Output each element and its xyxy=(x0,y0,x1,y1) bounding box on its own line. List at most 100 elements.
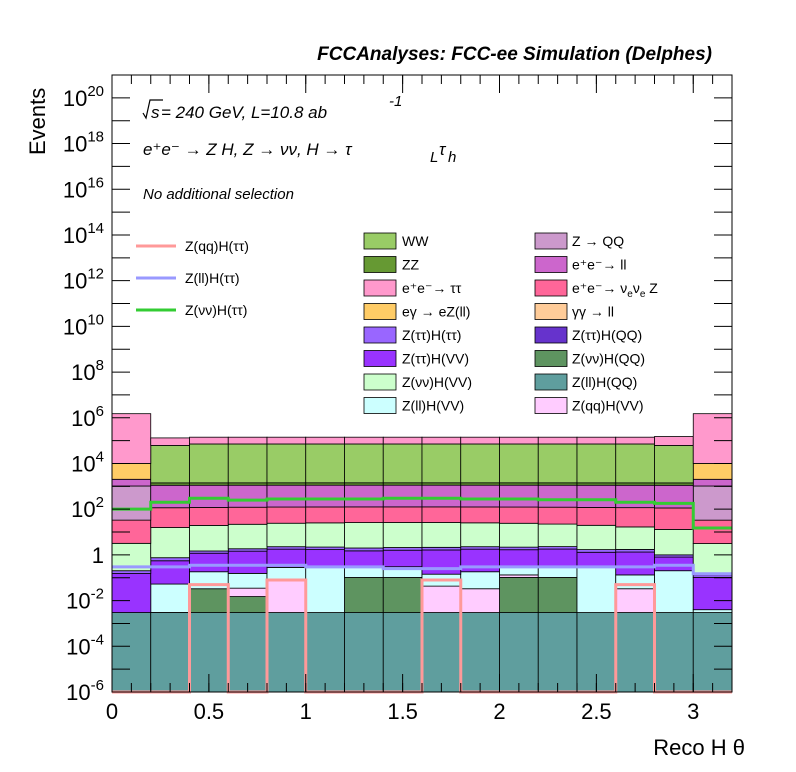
bar-z-h-bin-0 xyxy=(111,570,152,574)
legend-label-ll: γγ → ll xyxy=(572,304,614,320)
bar-ww-bin-1 xyxy=(150,445,190,484)
bar-e-e-ll-bin-6 xyxy=(344,484,384,508)
bar-z-ll-h-vv-bin-15 xyxy=(692,609,733,613)
bar-z-h-qq-bin-6 xyxy=(344,577,384,613)
y-tick-label: 1016 xyxy=(63,174,104,202)
y-tick-label: 106 xyxy=(71,403,104,431)
y-tick-label: 1020 xyxy=(63,83,104,111)
sqrt-s-label: s xyxy=(151,103,160,122)
tau-l-subscript: L xyxy=(430,149,438,166)
bar-e-e-sub-e-sub-sub-e-sub-z-bin-11 xyxy=(537,506,578,525)
bar-e-ez-ll-bin-0 xyxy=(111,463,152,480)
legend-label-z-h-vv: Z(ττ)H(VV) xyxy=(402,351,469,367)
bar-e-e-sub-e-sub-sub-e-sub-z-bin-14 xyxy=(654,507,694,530)
legend-swatch-z-ll-h-vv xyxy=(363,397,397,414)
bar-z-h-vv-bin-5 xyxy=(305,522,345,548)
bar-z-h-qq-bin-10 xyxy=(499,577,539,613)
bar-z-ll-h-qq-bin-1 xyxy=(150,612,190,693)
legend-swatch-z-h-vv xyxy=(363,350,397,367)
bar-z-h-vv-bin-3 xyxy=(227,523,268,550)
bar-z-h-bin-1 xyxy=(150,557,190,562)
y-tick-label: 10-4 xyxy=(66,631,104,659)
legend-swatch-e-e xyxy=(363,279,397,297)
bar-e-e-bin-3 xyxy=(227,436,268,445)
legend-swatch-e-ez-ll xyxy=(363,303,397,320)
bar-z-h-vv-bin-6 xyxy=(344,522,384,549)
legend-swatch-z-h-qq xyxy=(534,326,568,344)
bar-z-ll-h-vv-bin-13 xyxy=(615,574,655,590)
bar-z-ll-h-qq-bin-8 xyxy=(421,612,462,693)
bar-e-ez-ll-bin-15 xyxy=(692,463,733,480)
legend-label-e-e: e⁺e⁻→ ττ xyxy=(402,280,462,296)
bar-z-qq-h-vv-bin-8 xyxy=(421,585,462,613)
legend-swatch-ww xyxy=(363,232,397,250)
legend-swatch-z-h xyxy=(363,326,397,344)
y-tick-label: 102 xyxy=(71,494,104,522)
legend-label-z-ll-h-vv: Z(ll)H(VV) xyxy=(402,398,464,414)
bar-ww-bin-8 xyxy=(421,443,462,484)
bar-z-h-vv-bin-7 xyxy=(382,522,423,548)
bar-z-h-vv-bin-13 xyxy=(615,551,655,576)
bar-z-ll-h-qq-bin-13 xyxy=(615,612,655,693)
bar-e-e-ll-bin-12 xyxy=(576,484,617,508)
bar-z-h-vv-bin-2 xyxy=(189,552,229,573)
bar-z-h-bin-7 xyxy=(382,547,423,551)
bar-e-e-sub-e-sub-sub-e-sub-z-bin-6 xyxy=(344,506,384,523)
legend-swatch-e-e-ll xyxy=(534,256,568,273)
y-tick-label: 1014 xyxy=(63,220,104,248)
bar-e-e-ll-bin-9 xyxy=(460,484,500,508)
bar-z-qq-h-vv-bin-9 xyxy=(460,588,500,613)
legend-label-z-ll-h-qq: Z(ll)H(QQ) xyxy=(572,374,637,390)
bar-z-h-bin-6 xyxy=(344,547,384,552)
bar-e-e-bin-5 xyxy=(305,436,345,445)
bar-e-e-bin-11 xyxy=(537,436,578,445)
bar-z-h-vv-bin-11 xyxy=(537,548,578,568)
bar-z-h-vv-bin-1 xyxy=(150,560,190,585)
bar-z-h-vv-bin-3 xyxy=(227,550,268,574)
bar-z-ll-h-vv-bin-4 xyxy=(266,567,307,580)
signal-line-z-ll-h xyxy=(112,563,732,576)
bar-z-h-vv-bin-2 xyxy=(189,525,229,552)
legend-swatch-z-h-vv xyxy=(363,373,397,391)
x-tick-label: 1 xyxy=(300,699,312,724)
bar-e-e-ll-bin-11 xyxy=(537,484,578,508)
bar-z-h-vv-bin-12 xyxy=(576,551,617,568)
bar-z-h-vv-bin-13 xyxy=(615,526,655,550)
bar-z-h-vv-bin-15 xyxy=(692,576,733,611)
y-tick-label: 10-6 xyxy=(66,677,104,705)
bar-e-e-bin-2 xyxy=(189,436,229,445)
y-axis: 10-6 10-4 10-2 1 102 104 106 108 1010 1012 1014 101… xyxy=(63,74,732,705)
bar-z-h-qq-bin-3 xyxy=(227,596,268,613)
bar-z-ll-h-qq-bin-9 xyxy=(460,612,500,693)
x-axis: 0 0.5 1 1.5 2 2.5 3 xyxy=(106,75,733,724)
x-tick-label: 2.5 xyxy=(581,699,612,724)
bar-z-h-vv-bin-0 xyxy=(111,573,152,613)
bar-e-e-ll-bin-0 xyxy=(111,478,152,487)
legend-label-e-e-sub-e-sub-sub-e-sub-z: e⁺e⁻→ νeνe Z xyxy=(572,280,658,300)
bar-z-ll-h-vv-bin-11 xyxy=(537,566,578,578)
bar-z-h-vv-bin-9 xyxy=(460,522,500,548)
bar-z-h-vv-bin-1 xyxy=(150,527,190,559)
bar-e-e-sub-e-sub-sub-e-sub-z-bin-4 xyxy=(266,506,307,524)
bar-e-e-ll-bin-5 xyxy=(305,484,345,508)
legend-label-ww: WW xyxy=(402,233,429,249)
bar-z-ll-h-qq-bin-0 xyxy=(111,612,152,693)
bar-z-ll-h-vv-bin-2 xyxy=(189,571,229,590)
bar-z-qq-bin-15 xyxy=(692,485,733,521)
x-tick-label: 0 xyxy=(106,699,118,724)
bar-e-e-sub-e-sub-sub-e-sub-z-bin-2 xyxy=(189,507,229,526)
bar-e-e-ll-bin-7 xyxy=(382,484,423,508)
bar-ww-bin-4 xyxy=(266,443,307,484)
bar-z-ll-h-qq-bin-10 xyxy=(499,612,539,693)
bar-z-h-vv-bin-8 xyxy=(421,549,462,575)
legend-swatch-z-h-qq xyxy=(534,350,568,367)
bar-ww-bin-2 xyxy=(189,443,229,484)
bar-ww-bin-14 xyxy=(654,445,694,484)
bar-e-e-bin-0 xyxy=(111,413,152,464)
bar-ww-bin-12 xyxy=(576,443,617,484)
bar-z-h-vv-bin-4 xyxy=(266,522,307,548)
y-tick-label: 10-2 xyxy=(66,586,104,614)
bar-e-e-ll-bin-8 xyxy=(421,484,462,508)
bar-ww-bin-3 xyxy=(227,443,268,484)
